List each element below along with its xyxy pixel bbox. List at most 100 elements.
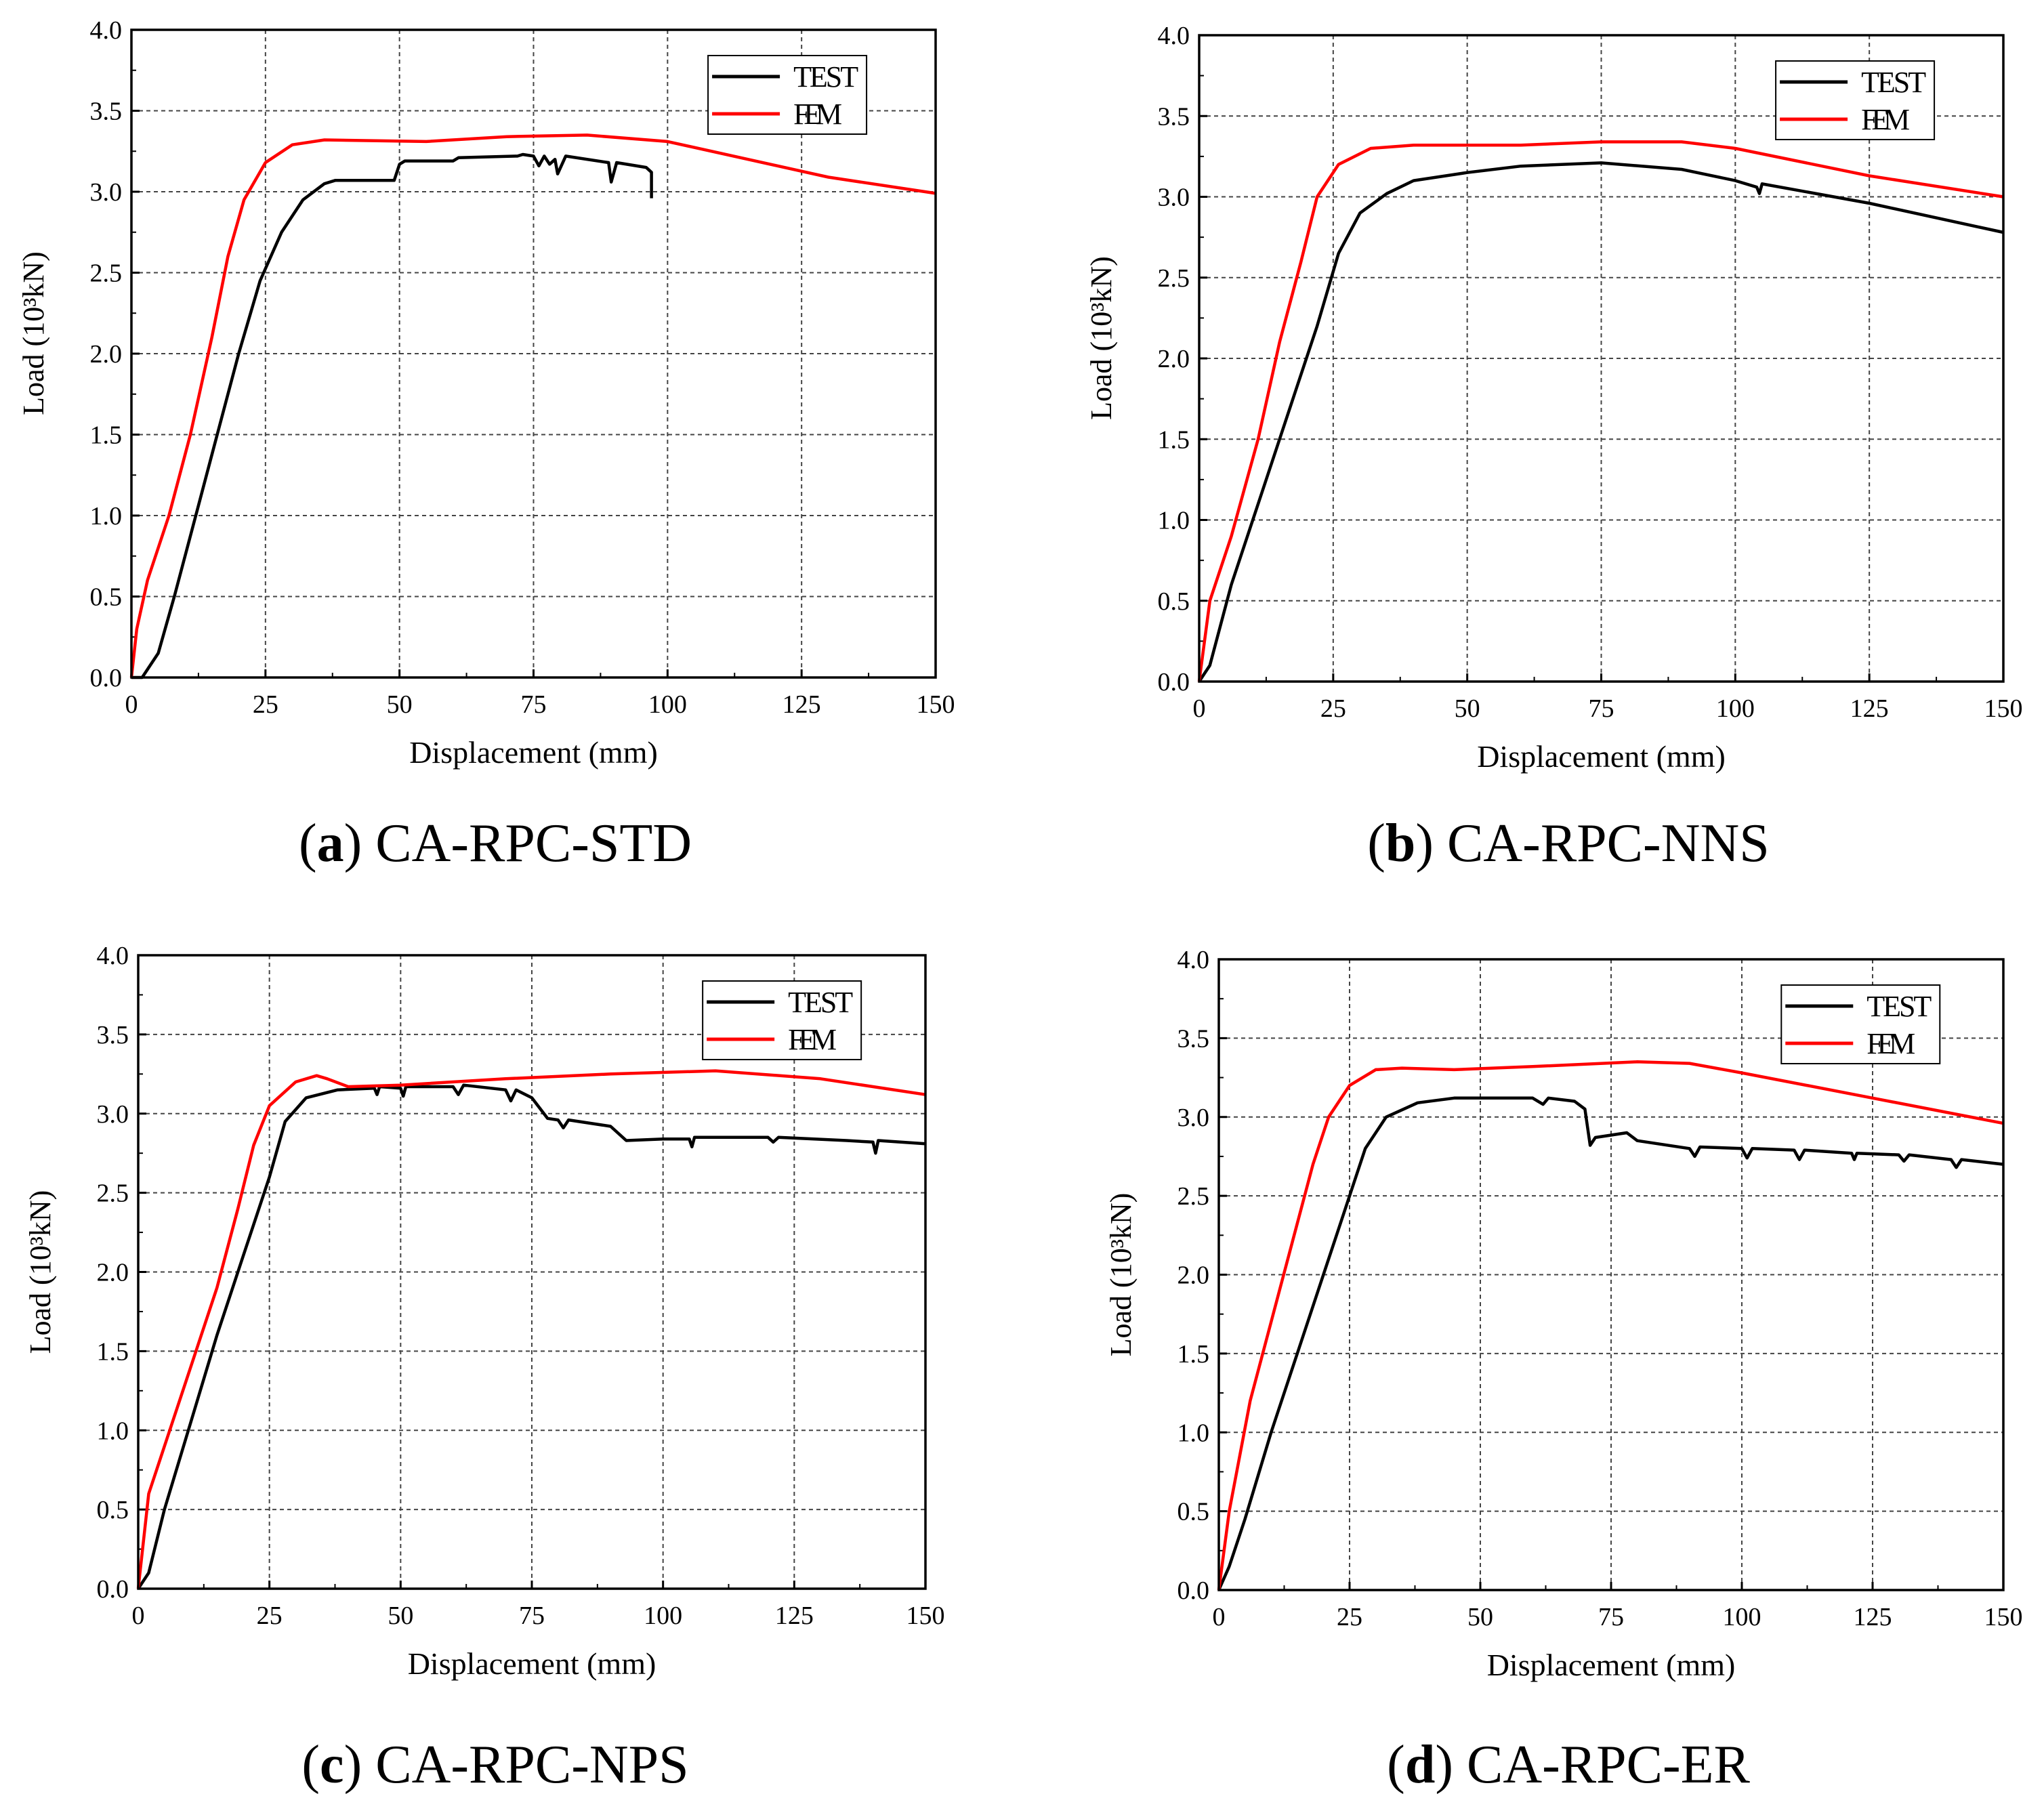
y-tick-label: 3.5 [1158, 102, 1190, 131]
y-tick-label: 2.5 [90, 259, 123, 288]
series-line-test [1217, 1096, 2004, 1591]
y-tick-label: 4.0 [1177, 946, 1210, 974]
y-tick-label: 0.5 [1177, 1498, 1210, 1526]
legend: TEST FEM [707, 55, 868, 135]
x-tick-label: 100 [648, 690, 687, 719]
y-tick-label: 1.5 [90, 421, 123, 450]
y-tick-label: 4.0 [90, 16, 123, 45]
y-axis-title: Load (10³kN) [1085, 256, 1118, 420]
y-tick-label: 0.0 [90, 664, 123, 692]
legend: TEST FEM [702, 980, 862, 1060]
plot-frame [1217, 958, 2005, 1591]
series-line-test [131, 152, 653, 680]
x-tick-label: 100 [1716, 694, 1755, 723]
x-tick-label: 125 [775, 1602, 814, 1630]
y-tick-label: 2.0 [97, 1259, 129, 1287]
x-tick-label: 75 [519, 1602, 545, 1630]
x-axis-title: Displacement (mm) [408, 1646, 656, 1681]
legend-label-fem: FEM [793, 98, 842, 131]
x-tick-label: 0 [1213, 1603, 1226, 1631]
legend-label-test: TEST [788, 986, 853, 1019]
y-tick-label: 1.5 [1158, 425, 1190, 454]
series-line-fem [1217, 1060, 2004, 1591]
y-tick-label: 0.5 [90, 583, 123, 612]
y-tick-label: 2.5 [97, 1179, 129, 1208]
series-line-fem [136, 1069, 926, 1589]
y-tick-label: 1.0 [1177, 1419, 1210, 1447]
legend-label-test: TEST [1866, 990, 1932, 1023]
chart-panel-b: 0 25 50 75 100 125 150 0.0 0.5 1.0 1.5 2.0 2.5 3.0 3.5… [1085, 22, 2023, 774]
x-tick-label: 75 [1598, 1603, 1624, 1631]
legend-box [707, 55, 868, 135]
caption-c: (c) CA-RPC-NPS [301, 1735, 689, 1795]
plot-frame [130, 28, 937, 679]
legend: TEST FEM [1780, 984, 1941, 1064]
y-tick-label: 2.0 [90, 340, 123, 369]
caption-letter: d [1404, 1735, 1436, 1795]
x-tick-label: 150 [1984, 1603, 2023, 1631]
legend-label-fem: FEM [1866, 1027, 1915, 1060]
caption-letter: a [316, 814, 344, 873]
y-tick-label: 2.0 [1177, 1261, 1210, 1290]
plot-frame [1198, 34, 2005, 683]
x-tick-label: 25 [257, 1602, 283, 1630]
y-tick-label: 0.5 [1158, 587, 1190, 616]
series-line-test [1198, 161, 2004, 683]
x-tick-label: 50 [1455, 694, 1480, 723]
caption-b: (b) CA-RPC-NNS [1367, 814, 1770, 873]
y-tick-label: 3.5 [90, 98, 123, 126]
y-tick-label: 2.0 [1158, 345, 1190, 373]
legend-label-fem: FEM [788, 1023, 837, 1056]
x-tick-label: 25 [253, 690, 278, 719]
legend: TEST FEM [1775, 60, 1936, 140]
x-tick-label: 0 [125, 690, 138, 719]
caption-text: CA-RPC-NNS [1447, 814, 1770, 873]
x-tick-label: 0 [1193, 694, 1206, 723]
y-tick-label: 3.0 [1177, 1104, 1210, 1132]
legend-box [702, 980, 862, 1060]
y-axis-title: Load (10³kN) [1104, 1193, 1138, 1357]
legend-box [1775, 60, 1936, 140]
y-tick-label: 2.5 [1158, 264, 1190, 293]
y-tick-label: 0.0 [97, 1575, 129, 1604]
series-line-test [137, 1083, 926, 1590]
caption-text: CA-RPC-STD [375, 814, 692, 873]
x-tick-label: 0 [132, 1602, 145, 1630]
x-tick-label: 25 [1337, 1603, 1362, 1631]
y-tick-label: 1.5 [97, 1337, 129, 1366]
y-tick-label: 3.0 [1158, 184, 1190, 212]
y-tick-label: 1.0 [97, 1417, 129, 1445]
y-tick-label: 0.5 [97, 1496, 129, 1524]
x-tick-label: 150 [917, 690, 955, 719]
legend-label-test: TEST [793, 60, 858, 93]
y-tick-label: 2.5 [1177, 1182, 1210, 1211]
y-tick-label: 3.0 [90, 178, 123, 207]
legend-label-test: TEST [1861, 66, 1926, 99]
y-tick-label: 4.0 [1158, 22, 1190, 50]
plot-frame [137, 954, 927, 1590]
caption-d: (d) CA-RPC-ER [1387, 1735, 1750, 1795]
x-tick-label: 100 [1723, 1603, 1761, 1631]
chart-panel-c: 0 25 50 75 100 125 150 0.0 0.5 1.0 1.5 2.0 2.5 3.0 3.5… [24, 942, 945, 1681]
series-line-fem [1197, 140, 2004, 682]
x-axis-title: Displacement (mm) [1487, 1648, 1736, 1682]
caption-text: CA-RPC-NPS [375, 1735, 689, 1795]
x-tick-label: 150 [906, 1602, 945, 1630]
x-tick-label: 100 [644, 1602, 682, 1630]
x-tick-label: 50 [388, 1602, 413, 1630]
x-tick-label: 125 [783, 690, 821, 719]
caption-letter: b [1385, 814, 1416, 873]
y-tick-label: 4.0 [97, 942, 129, 970]
series-line-fem [129, 133, 936, 678]
x-tick-label: 150 [1984, 694, 2023, 723]
x-tick-label: 25 [1320, 694, 1346, 723]
y-tick-label: 3.5 [97, 1021, 129, 1049]
x-tick-label: 50 [387, 690, 413, 719]
y-tick-label: 0.0 [1177, 1576, 1210, 1605]
x-axis-title: Displacement (mm) [1477, 739, 1726, 774]
caption-letter: c [320, 1735, 344, 1795]
legend-box [1780, 984, 1941, 1064]
x-tick-label: 50 [1467, 1603, 1493, 1631]
